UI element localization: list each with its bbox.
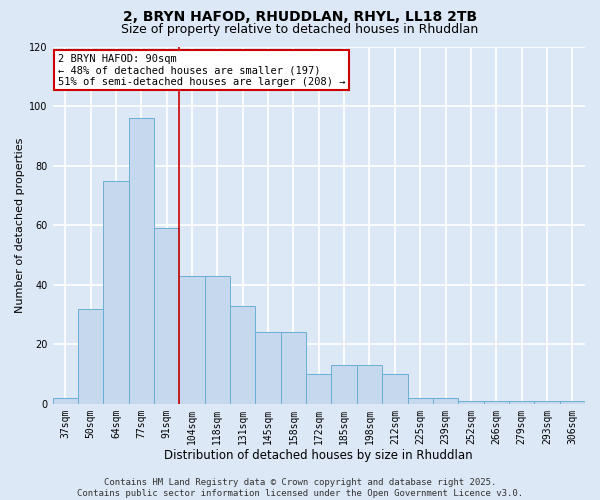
Bar (103, 180, 128, 404)
Bar (78, 308, 103, 404)
Bar (256, 332, 281, 404)
Bar (205, 276, 230, 404)
Bar (230, 306, 256, 404)
Bar (331, 365, 357, 404)
Text: 2, BRYN HAFOD, RHUDDLAN, RHYL, LL18 2TB: 2, BRYN HAFOD, RHUDDLAN, RHYL, LL18 2TB (123, 10, 477, 24)
Text: 2 BRYN HAFOD: 90sqm
← 48% of detached houses are smaller (197)
51% of semi-detac: 2 BRYN HAFOD: 90sqm ← 48% of detached ho… (58, 54, 346, 87)
Bar (458, 401, 484, 404)
Bar (534, 401, 560, 404)
Bar (154, 228, 179, 404)
X-axis label: Distribution of detached houses by size in Rhuddlan: Distribution of detached houses by size … (164, 450, 473, 462)
Y-axis label: Number of detached properties: Number of detached properties (15, 138, 25, 313)
Bar (53, 398, 78, 404)
Bar (179, 276, 205, 404)
Bar (382, 374, 407, 404)
Text: Size of property relative to detached houses in Rhuddlan: Size of property relative to detached ho… (121, 22, 479, 36)
Bar (281, 332, 306, 404)
Bar (433, 398, 458, 404)
Bar (306, 374, 331, 404)
Bar (560, 401, 585, 404)
Bar (357, 365, 382, 404)
Bar (128, 118, 154, 404)
Bar (484, 401, 509, 404)
Bar (509, 401, 534, 404)
Bar (407, 398, 433, 404)
Text: Contains HM Land Registry data © Crown copyright and database right 2025.
Contai: Contains HM Land Registry data © Crown c… (77, 478, 523, 498)
